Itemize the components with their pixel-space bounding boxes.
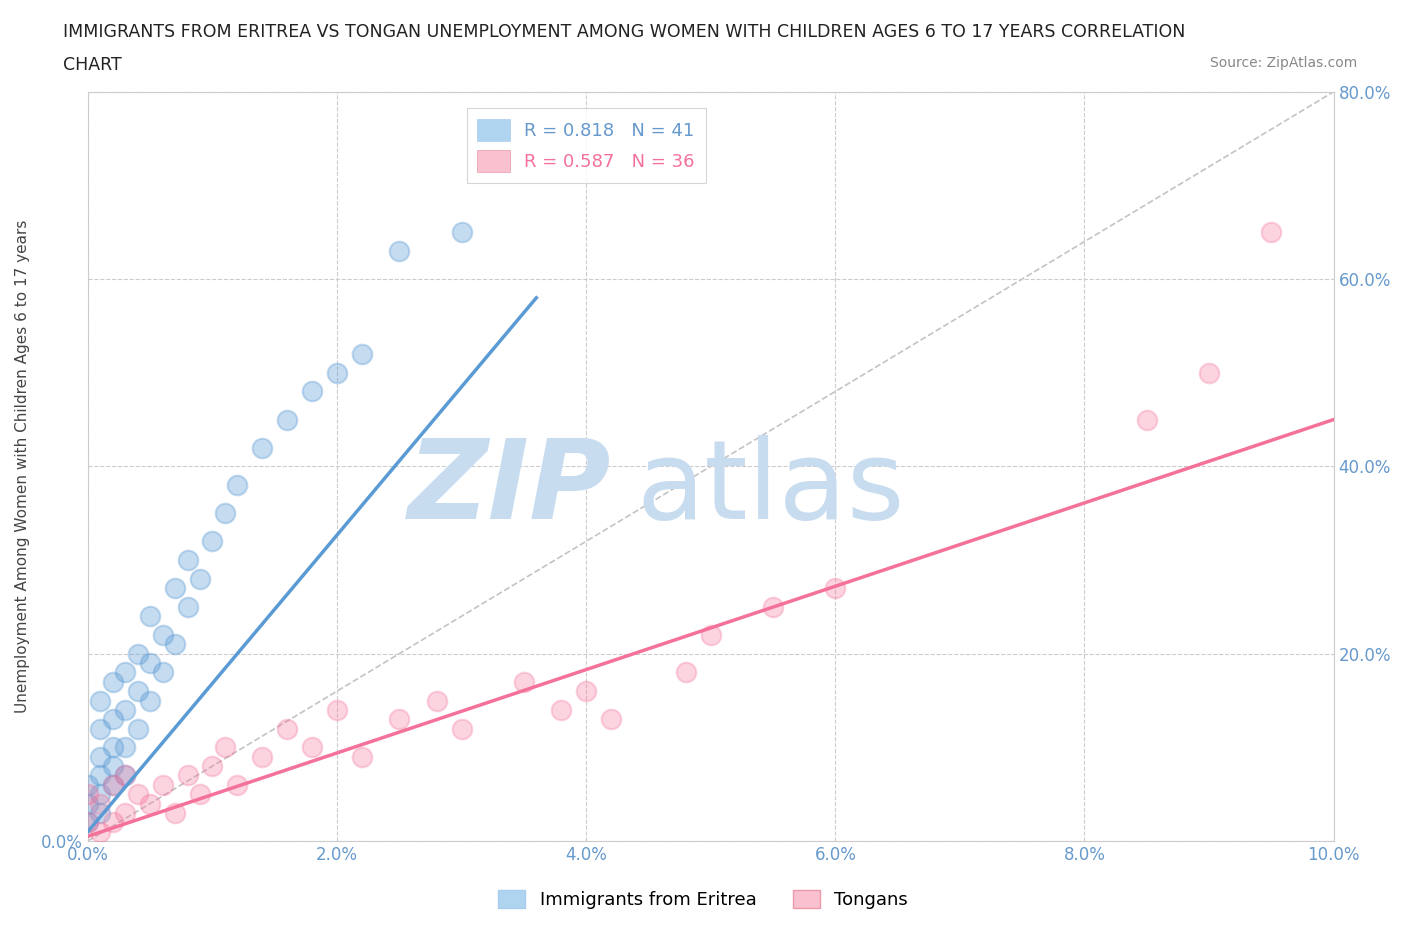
Point xyxy=(152,665,174,680)
Point xyxy=(89,787,111,802)
Point xyxy=(450,721,472,736)
Point xyxy=(114,805,136,820)
Point xyxy=(101,740,124,755)
Point xyxy=(513,674,536,689)
Point xyxy=(89,721,111,736)
Point xyxy=(89,796,111,811)
Point xyxy=(76,815,98,830)
Point xyxy=(301,740,323,755)
Point xyxy=(276,721,298,736)
Point xyxy=(114,768,136,783)
Point xyxy=(114,740,136,755)
Point xyxy=(1136,412,1159,427)
Point xyxy=(762,600,785,615)
Point xyxy=(252,440,274,455)
Point xyxy=(388,244,411,259)
Point xyxy=(276,412,298,427)
Point xyxy=(388,711,411,726)
Point xyxy=(127,721,149,736)
Point xyxy=(152,628,174,643)
Point xyxy=(176,600,198,615)
Point xyxy=(350,750,373,764)
Point xyxy=(89,805,111,820)
Text: IMMIGRANTS FROM ERITREA VS TONGAN UNEMPLOYMENT AMONG WOMEN WITH CHILDREN AGES 6 : IMMIGRANTS FROM ERITREA VS TONGAN UNEMPL… xyxy=(63,23,1185,41)
Point xyxy=(101,759,124,774)
Point xyxy=(76,787,98,802)
Point xyxy=(101,711,124,726)
Point xyxy=(127,787,149,802)
Point xyxy=(201,759,224,774)
Point xyxy=(76,796,98,811)
Point xyxy=(101,815,124,830)
Point xyxy=(139,693,162,708)
Text: atlas: atlas xyxy=(636,435,904,542)
Point xyxy=(226,777,249,792)
Point xyxy=(326,365,349,380)
Point xyxy=(89,750,111,764)
Text: Source: ZipAtlas.com: Source: ZipAtlas.com xyxy=(1209,56,1357,70)
Point xyxy=(165,637,187,652)
Point xyxy=(127,646,149,661)
Point xyxy=(176,768,198,783)
Point xyxy=(201,534,224,549)
Point xyxy=(326,702,349,717)
Point xyxy=(301,384,323,399)
Point xyxy=(165,580,187,595)
Point xyxy=(152,777,174,792)
Point xyxy=(1198,365,1220,380)
Point xyxy=(139,656,162,671)
Text: ZIP: ZIP xyxy=(408,435,612,542)
Point xyxy=(188,787,211,802)
Legend: Immigrants from Eritrea, Tongans: Immigrants from Eritrea, Tongans xyxy=(491,883,915,916)
Point xyxy=(89,693,111,708)
Point xyxy=(139,609,162,624)
Point xyxy=(575,684,598,698)
Point xyxy=(1260,225,1282,240)
Text: CHART: CHART xyxy=(63,56,122,73)
Point xyxy=(76,815,98,830)
Point xyxy=(101,674,124,689)
Point xyxy=(114,665,136,680)
Point xyxy=(165,805,187,820)
Point xyxy=(127,684,149,698)
Point xyxy=(114,702,136,717)
Point xyxy=(89,824,111,839)
Y-axis label: Unemployment Among Women with Children Ages 6 to 17 years: Unemployment Among Women with Children A… xyxy=(15,219,30,713)
Point xyxy=(214,506,236,521)
Point xyxy=(450,225,472,240)
Point xyxy=(176,552,198,567)
Point xyxy=(550,702,572,717)
Point xyxy=(76,777,98,792)
Point xyxy=(139,796,162,811)
Point xyxy=(252,750,274,764)
Point xyxy=(89,768,111,783)
Point xyxy=(188,571,211,586)
Point xyxy=(824,580,846,595)
Point xyxy=(226,478,249,493)
Point xyxy=(114,768,136,783)
Point xyxy=(101,777,124,792)
Point xyxy=(101,777,124,792)
Point xyxy=(675,665,697,680)
Point xyxy=(700,628,723,643)
Point xyxy=(600,711,623,726)
Point xyxy=(214,740,236,755)
Point xyxy=(426,693,449,708)
Legend: R = 0.818   N = 41, R = 0.587   N = 36: R = 0.818 N = 41, R = 0.587 N = 36 xyxy=(467,108,706,183)
Point xyxy=(350,347,373,362)
